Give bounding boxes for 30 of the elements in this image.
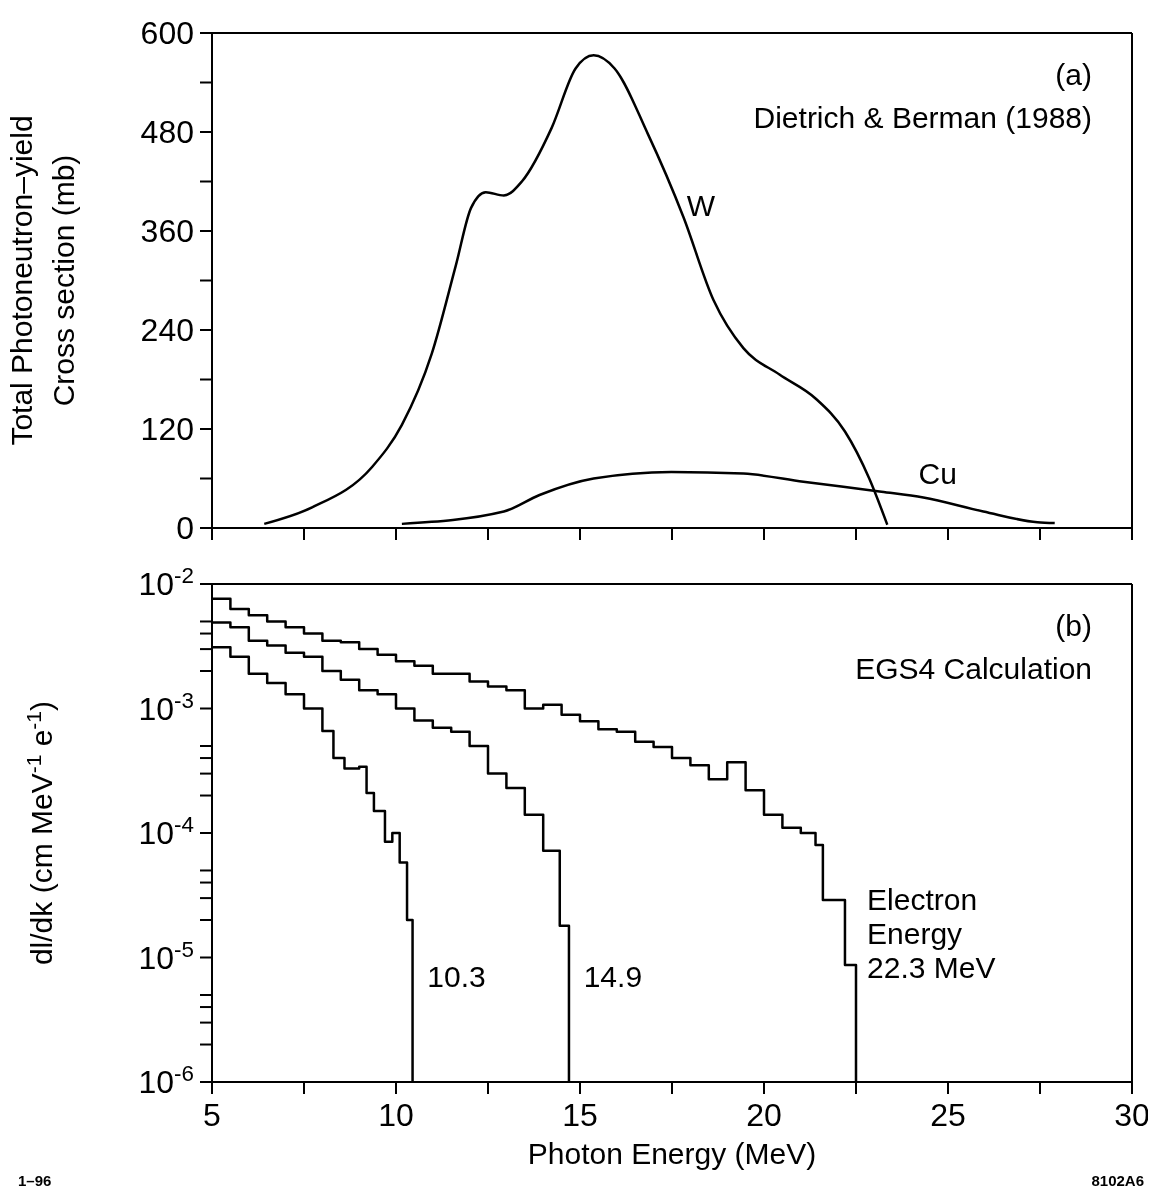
x-tick-label: 15: [562, 1097, 598, 1133]
text: 1–96: [18, 1172, 52, 1189]
y-tick-label: 10$^{-6}$: [138, 1060, 194, 1100]
series-label: 14.9: [583, 960, 643, 994]
annotation: (a): [1055, 58, 1092, 91]
y-tick-label: 360: [140, 213, 194, 249]
x-tick-label: 25: [930, 1097, 966, 1133]
series-label: Cu: [918, 456, 957, 490]
y-tick-label: 120: [140, 411, 194, 447]
series-label: W: [686, 189, 716, 223]
text: 8102A6: [1091, 1172, 1144, 1189]
y-tick-label: 10$^{-4}$: [138, 811, 194, 851]
y-tick-label: 10$^{-5}$: [138, 936, 194, 976]
x-axis-title: Photon Energy (MeV): [527, 1137, 817, 1170]
x-tick-label: 30: [1114, 1097, 1150, 1133]
y-tick-label: 480: [140, 114, 194, 150]
annotation: Dietrich & Berman (1988): [753, 101, 1092, 134]
y-tick-label: 0: [176, 510, 194, 546]
x-tick-label: 10: [378, 1097, 414, 1133]
y-tick-label: 10$^{-2}$: [138, 562, 194, 602]
x-tick-label: 20: [746, 1097, 782, 1133]
series-label: 10.3: [427, 960, 486, 994]
y-axis-title: Total Photoneutron–yield Cross section (mb): [5, 115, 80, 446]
y-tick-label: 240: [140, 312, 194, 348]
series-label: Electron Energy 22.3 MeV: [867, 883, 996, 985]
annotation: (b): [1055, 609, 1092, 642]
annotation: EGS4 Calculation: [855, 652, 1092, 685]
y-tick-label: 10$^{-3}$: [138, 687, 194, 727]
y-tick-label: 600: [140, 15, 194, 51]
x-tick-label: 5: [203, 1097, 221, 1133]
